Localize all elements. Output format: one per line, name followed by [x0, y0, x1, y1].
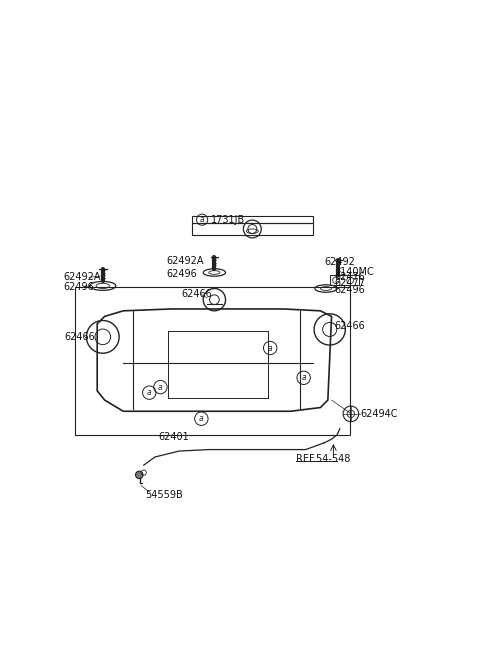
Text: 62496: 62496 — [64, 281, 95, 292]
Text: 62401: 62401 — [158, 432, 189, 442]
Text: 1140MC: 1140MC — [335, 267, 374, 277]
Text: a: a — [268, 344, 273, 352]
Text: REF.54-548: REF.54-548 — [296, 453, 350, 464]
Text: 62492A: 62492A — [64, 272, 101, 282]
Text: 62476: 62476 — [335, 272, 365, 282]
Text: 54559B: 54559B — [145, 490, 182, 500]
Text: 62477: 62477 — [335, 278, 366, 288]
Text: 1731JB: 1731JB — [211, 215, 245, 224]
Text: 62496: 62496 — [166, 268, 197, 279]
Text: 62492: 62492 — [324, 257, 355, 268]
Text: a: a — [200, 215, 204, 224]
Text: 62496: 62496 — [335, 285, 365, 295]
Text: a: a — [301, 373, 306, 382]
Text: 62492A: 62492A — [166, 256, 204, 266]
Text: a: a — [158, 382, 163, 392]
Circle shape — [135, 471, 143, 479]
Text: 62494C: 62494C — [360, 409, 398, 419]
Text: a: a — [199, 414, 204, 423]
Text: a: a — [147, 388, 152, 397]
Text: 62466: 62466 — [64, 332, 95, 342]
Text: 62466: 62466 — [181, 289, 212, 299]
Text: 62466: 62466 — [335, 321, 365, 331]
